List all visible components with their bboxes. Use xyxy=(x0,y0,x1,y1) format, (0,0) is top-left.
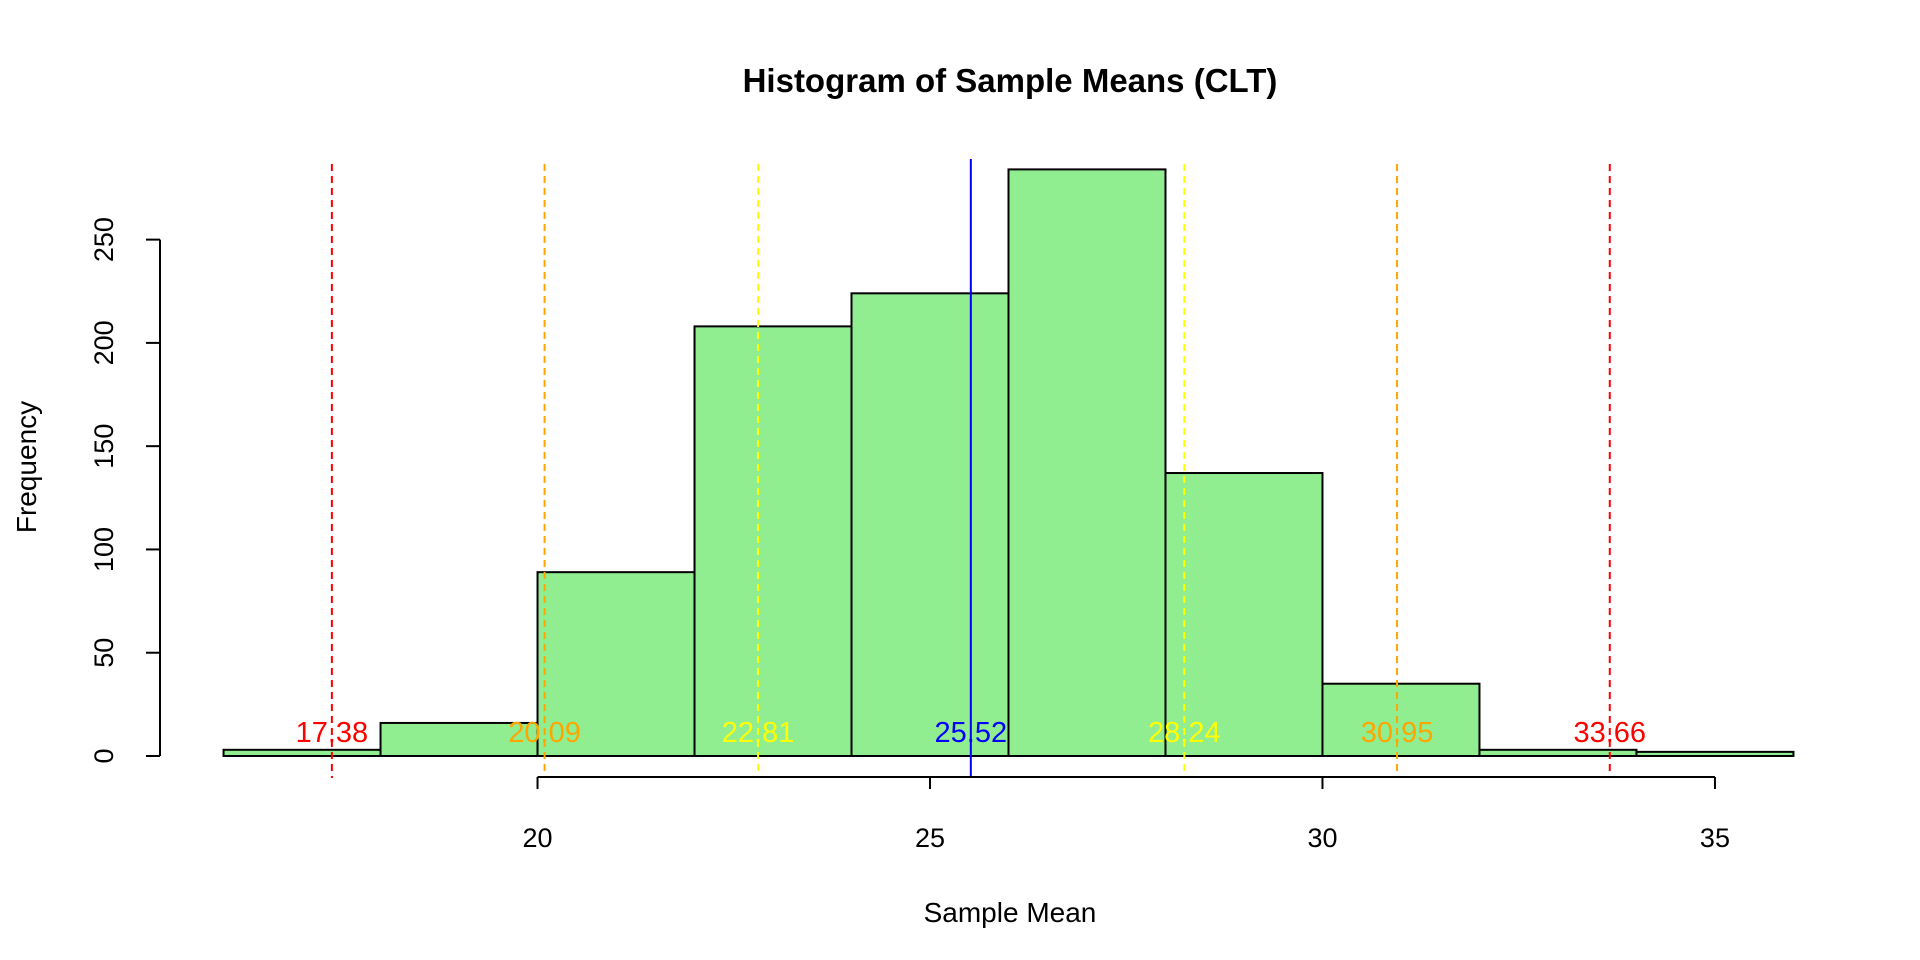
y-tick-label-3: 150 xyxy=(89,424,119,469)
histogram-bar-7 xyxy=(1321,682,1481,758)
reference-line-label-2: 22.81 xyxy=(722,717,795,749)
histogram-bar-4 xyxy=(850,292,1010,757)
chart-title: Histogram of Sample Means (CLT) xyxy=(743,62,1278,99)
y-tick-label-2: 100 xyxy=(89,527,119,572)
reference-line-label-0: 17.38 xyxy=(296,717,369,749)
x-tick-label-2: 30 xyxy=(1307,823,1337,853)
histogram-bar-6 xyxy=(1164,472,1324,757)
reference-line-label-3: 25.52 xyxy=(935,717,1008,749)
histogram-bar-5 xyxy=(1007,168,1167,757)
reference-line-label-6: 33.66 xyxy=(1573,717,1646,749)
histogram-bar-3 xyxy=(693,325,853,757)
histogram-bar-9 xyxy=(1635,750,1795,757)
histogram-bar-1 xyxy=(379,721,539,757)
y-axis-label: Frequency xyxy=(11,401,42,533)
x-axis: 20 25 30 35 xyxy=(523,776,1730,853)
reference-line-label-1: 20.09 xyxy=(508,717,581,749)
x-tick-label-0: 20 xyxy=(523,823,553,853)
reference-lines xyxy=(330,159,1611,778)
x-tick-label-1: 25 xyxy=(915,823,945,853)
histogram-bar-0 xyxy=(222,748,382,758)
y-tick-label-1: 50 xyxy=(89,638,119,668)
y-tick-label-0: 0 xyxy=(89,748,119,763)
bars xyxy=(222,168,1795,758)
y-tick-label-5: 250 xyxy=(89,217,119,262)
y-tick-label-4: 200 xyxy=(89,320,119,365)
reference-line-label-4: 28.24 xyxy=(1148,717,1221,749)
histogram-bar-8 xyxy=(1478,748,1638,758)
reference-line-labels: 17.38 20.09 22.81 25.52 28.24 30.95 33.66 xyxy=(296,717,1646,749)
x-axis-label: Sample Mean xyxy=(924,897,1097,928)
histogram-bar-2 xyxy=(536,571,696,757)
y-axis: 0 50 100 150 200 250 xyxy=(89,217,161,764)
reference-line-label-5: 30.95 xyxy=(1361,717,1434,749)
x-tick-label-3: 35 xyxy=(1700,823,1730,853)
